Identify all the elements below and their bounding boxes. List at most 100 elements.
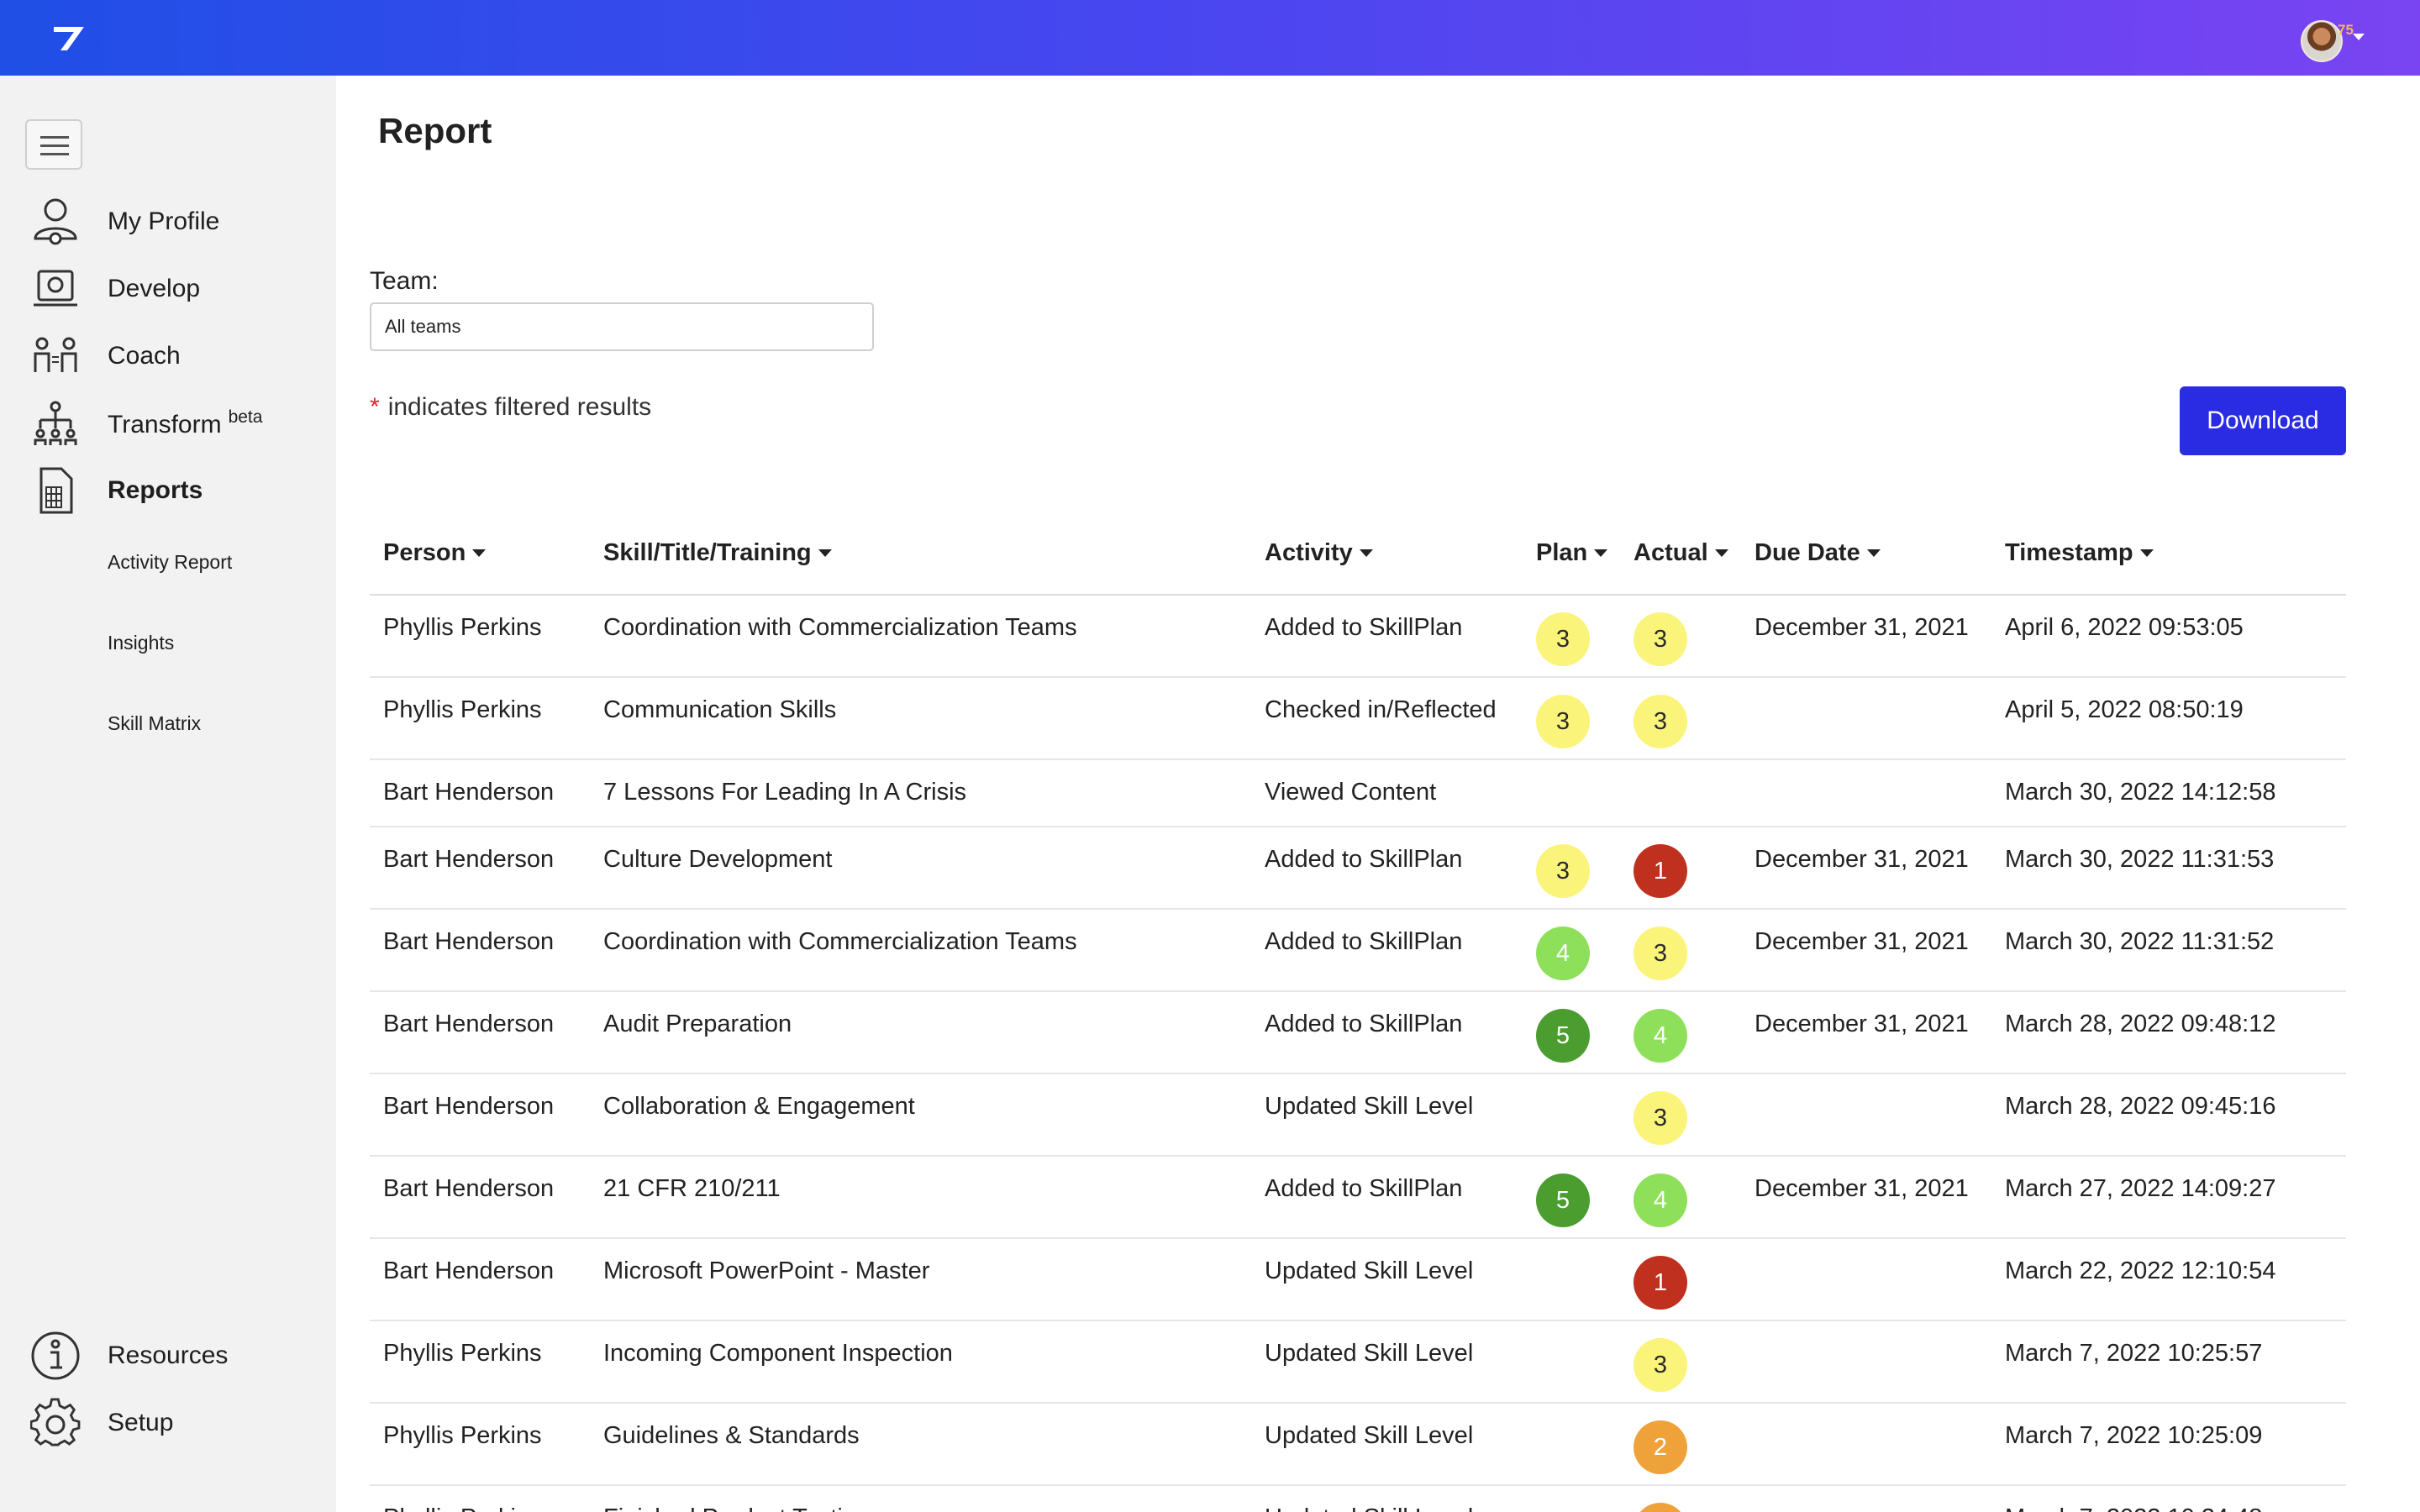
activity-cell: Added to SkillPlan (1251, 827, 1523, 910)
person-cell: Bart Henderson (370, 991, 590, 1074)
timestamp-cell: March 7, 2022 10:25:09 (1991, 1403, 2346, 1486)
actual-level-badge: 4 (1634, 1173, 1687, 1227)
actual-cell (1620, 759, 1741, 827)
due-date-cell (1741, 1074, 1991, 1157)
filter-note-text: indicates filtered results (387, 393, 652, 421)
table-row[interactable]: Phyllis Perkins Communication Skills Check… (370, 677, 2346, 760)
table-row[interactable]: Bart Henderson Audit Preparation Added to … (370, 991, 2346, 1074)
brand-logo-icon[interactable] (50, 24, 87, 54)
plan-level-badge: 3 (1536, 695, 1590, 748)
actual-level-badge: 2 (1634, 1420, 1687, 1474)
sidebar-item-label: Resources (108, 1341, 229, 1369)
timestamp-cell: March 27, 2022 14:09:27 (1991, 1156, 2346, 1239)
table-row[interactable]: Bart Henderson Coordination with Commerci… (370, 909, 2346, 992)
sidebar-subitem-insights[interactable]: Insights (108, 632, 175, 654)
table-row[interactable]: Phyllis PerkinsFinished Product TestingU… (370, 1485, 2346, 1512)
person-cell: Phyllis Perkins (370, 1485, 590, 1512)
person-cell: Phyllis Perkins (370, 677, 590, 760)
activity-cell: Added to SkillPlan (1251, 991, 1523, 1074)
sidebar-subitem-activity-report[interactable]: Activity Report (108, 551, 233, 573)
due-date-cell (1741, 1238, 1991, 1321)
table-row[interactable]: Bart Henderson Culture Development Added t… (370, 827, 2346, 910)
due-date-cell: December 31, 2021 (1741, 1156, 1991, 1239)
skill-cell: Culture Development (590, 827, 1251, 910)
sidebar-item-transform[interactable]: Transform beta (30, 396, 262, 450)
timestamp-cell: March 22, 2022 12:10:54 (1991, 1238, 2346, 1321)
plan-cell (1523, 1403, 1620, 1486)
actual-cell: 4 (1620, 1156, 1741, 1239)
table-row[interactable]: Bart Henderson 21 CFR 210/211 Added to Ski… (370, 1156, 2346, 1239)
plan-cell: 5 (1523, 1156, 1620, 1239)
sidebar-item-develop[interactable]: Develop (30, 262, 200, 316)
plan-cell (1523, 759, 1620, 827)
column-header-activity[interactable]: Activity (1251, 512, 1523, 596)
actual-cell: 1 (1620, 1238, 1741, 1321)
column-header-timestamp[interactable]: Timestamp (1991, 512, 2346, 596)
due-date-cell: December 31, 2021 (1741, 909, 1991, 992)
skill-cell: 7 Lessons For Leading In A Crisis (590, 759, 1251, 827)
plan-cell: 5 (1523, 991, 1620, 1074)
column-header-plan[interactable]: Plan (1523, 512, 1620, 596)
column-header-due-date[interactable]: Due Date (1741, 512, 1991, 596)
reports-icon (30, 464, 81, 517)
plan-cell (1523, 1320, 1620, 1404)
sidebar: My Profile Develop Coach Transform beta R… (0, 76, 336, 1512)
timestamp-cell: March 30, 2022 11:31:53 (1991, 827, 2346, 910)
team-select[interactable]: All teams (370, 302, 874, 351)
person-cell: Bart Henderson (370, 909, 590, 992)
table-row[interactable]: Phyllis Perkins Incoming Component Inspec… (370, 1320, 2346, 1404)
timestamp-cell: March 28, 2022 09:45:16 (1991, 1074, 2346, 1157)
activity-cell: Updated Skill Level (1251, 1485, 1523, 1512)
sidebar-item-label: Reports (108, 476, 203, 504)
actual-level-badge: 1 (1634, 844, 1687, 898)
person-cell: Bart Henderson (370, 1156, 590, 1239)
sidebar-item-my-profile[interactable]: My Profile (30, 195, 219, 249)
due-date-cell: December 31, 2021 (1741, 595, 1991, 678)
profile-icon (30, 195, 81, 249)
sidebar-subitem-skill-matrix[interactable]: Skill Matrix (108, 712, 202, 734)
timestamp-cell: March 30, 2022 11:31:52 (1991, 909, 2346, 992)
sidebar-item-setup[interactable]: Setup (30, 1396, 173, 1450)
filter-star: * (370, 393, 380, 421)
caret-down-icon (1359, 549, 1373, 557)
table-row[interactable]: Phyllis Perkins Coordination with Commerc… (370, 595, 2346, 678)
avatar[interactable] (2301, 20, 2343, 62)
table-row[interactable]: Phyllis Perkins Guidelines & Standards Upd… (370, 1403, 2346, 1486)
timestamp-cell: March 7, 2022 10:24:48 (1991, 1485, 2346, 1512)
beta-badge: beta (228, 407, 263, 427)
person-cell: Bart Henderson (370, 1074, 590, 1157)
menu-toggle-button[interactable] (25, 119, 82, 170)
skill-cell: Finished Product Testing (590, 1485, 1251, 1512)
activity-cell: Viewed Content (1251, 759, 1523, 827)
plan-cell (1523, 1238, 1620, 1321)
table-row[interactable]: Bart Henderson Collaboration & Engagement… (370, 1074, 2346, 1157)
skill-cell: Coordination with Commercialization Team… (590, 909, 1251, 992)
chevron-down-icon[interactable] (2353, 34, 2365, 40)
coach-icon (30, 329, 81, 383)
sidebar-item-resources[interactable]: Resources (30, 1329, 228, 1383)
hamburger-icon (40, 153, 69, 155)
plan-cell (1523, 1485, 1620, 1512)
actual-level-badge: 1 (1634, 1256, 1687, 1310)
person-cell: Bart Henderson (370, 827, 590, 910)
actual-level-badge: 2 (1634, 1503, 1687, 1512)
sidebar-item-coach[interactable]: Coach (30, 329, 181, 383)
caret-down-icon (1714, 549, 1728, 557)
filter-note: * indicates filtered results (370, 393, 651, 422)
setup-icon (30, 1396, 81, 1450)
timestamp-cell: April 5, 2022 08:50:19 (1991, 677, 2346, 760)
actual-level-badge: 3 (1634, 695, 1687, 748)
column-header-person[interactable]: Person (370, 512, 590, 596)
plan-level-badge: 5 (1536, 1009, 1590, 1063)
table-row[interactable]: Bart Henderson 7 Lessons For Leading In A… (370, 759, 2346, 827)
sidebar-item-reports[interactable]: Reports (30, 464, 203, 517)
column-header-actual[interactable]: Actual (1620, 512, 1741, 596)
column-header-skill[interactable]: Skill/Title/Training (590, 512, 1251, 596)
plan-level-badge: 3 (1536, 612, 1590, 666)
report-table-body: Phyllis Perkins Coordination with Commerc… (370, 595, 2346, 1512)
download-button[interactable]: Download (2180, 386, 2346, 455)
sidebar-item-label: Coach (108, 342, 181, 370)
caret-down-icon (2139, 549, 2154, 557)
actual-level-badge: 3 (1634, 1338, 1687, 1392)
table-row[interactable]: Bart Henderson Microsoft PowerPoint - Mas… (370, 1238, 2346, 1321)
